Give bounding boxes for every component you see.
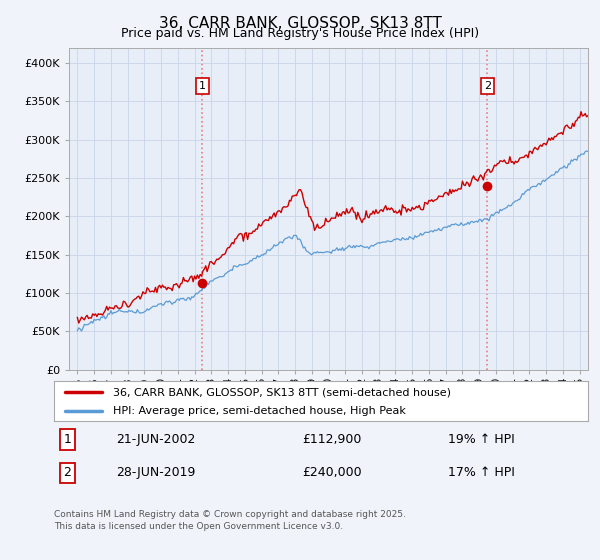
- Text: 19% ↑ HPI: 19% ↑ HPI: [448, 433, 515, 446]
- Text: 2: 2: [64, 466, 71, 479]
- Text: Price paid vs. HM Land Registry's House Price Index (HPI): Price paid vs. HM Land Registry's House …: [121, 27, 479, 40]
- Text: Contains HM Land Registry data © Crown copyright and database right 2025.
This d: Contains HM Land Registry data © Crown c…: [54, 510, 406, 531]
- Text: £240,000: £240,000: [302, 466, 361, 479]
- Text: £112,900: £112,900: [302, 433, 361, 446]
- Text: 2: 2: [484, 81, 491, 91]
- Text: 28-JUN-2019: 28-JUN-2019: [116, 466, 195, 479]
- Text: 36, CARR BANK, GLOSSOP, SK13 8TT: 36, CARR BANK, GLOSSOP, SK13 8TT: [158, 16, 442, 31]
- Text: 1: 1: [199, 81, 206, 91]
- Text: 21-JUN-2002: 21-JUN-2002: [116, 433, 195, 446]
- Text: 36, CARR BANK, GLOSSOP, SK13 8TT (semi-detached house): 36, CARR BANK, GLOSSOP, SK13 8TT (semi-d…: [113, 387, 451, 397]
- Text: HPI: Average price, semi-detached house, High Peak: HPI: Average price, semi-detached house,…: [113, 406, 406, 416]
- Text: 1: 1: [64, 433, 71, 446]
- Text: 17% ↑ HPI: 17% ↑ HPI: [448, 466, 515, 479]
